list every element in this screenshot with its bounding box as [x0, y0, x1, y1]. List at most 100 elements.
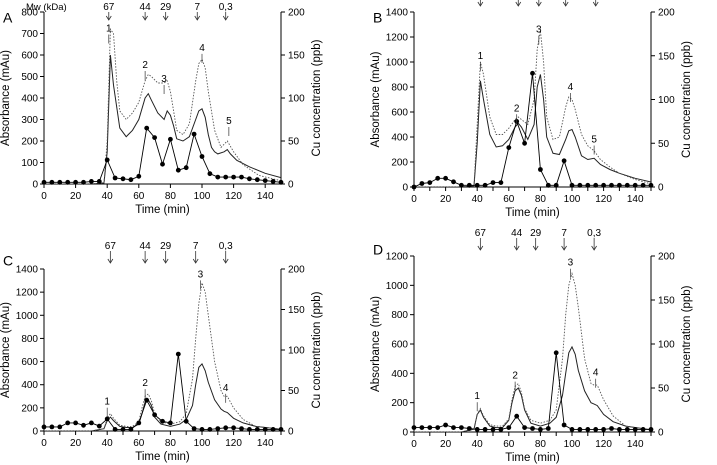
cu-data-point [239, 426, 244, 431]
y-right-axis-label: Cu concentration (ppb) [681, 285, 693, 402]
y-right-axis-label: Cu concentration (ppb) [311, 39, 323, 156]
x-tick-label: 40 [472, 194, 484, 205]
cu-data-point [506, 425, 512, 430]
cu-data-point [585, 427, 591, 432]
y-right-tick-label: 0 [288, 180, 294, 191]
cu-data-point [207, 171, 213, 177]
mw-marker-label: 67 [105, 241, 117, 252]
peak-label: 1 [106, 24, 112, 35]
series-absorbance-solid [44, 363, 281, 431]
y-left-tick-label: 400 [391, 133, 408, 144]
cu-data-point [239, 174, 244, 180]
panel-letter: A [3, 9, 13, 25]
x-tick-label: 0 [41, 191, 47, 202]
y-left-tick-label: 1200 [386, 33, 409, 44]
cu-data-point [522, 425, 527, 430]
cu-data-point [435, 425, 441, 430]
mw-marker-arrowhead [535, 1, 542, 7]
x-tick-label: 140 [257, 191, 274, 202]
y-left-tick-label: 1000 [386, 281, 409, 292]
mw-marker-arrowhead [477, 1, 484, 7]
cu-data-point [231, 174, 237, 180]
peak-label: 3 [161, 74, 167, 85]
cu-data-point [569, 427, 575, 432]
mw-marker-arrowhead [192, 258, 199, 264]
cu-data-point [191, 131, 197, 137]
cu-data-point [270, 179, 276, 184]
mw-marker-arrowhead [592, 1, 599, 7]
y-left-tick-label: 600 [21, 51, 38, 62]
mw-marker-arrowhead [591, 245, 597, 251]
cu-data-point [443, 175, 448, 181]
panel-A: A0 20 40 60 80 100 120 140010020030040050060070… [0, 2, 323, 216]
series-absorbance-dotted [414, 271, 651, 432]
y-right-tick-label: 50 [288, 137, 300, 148]
cu-data-point [498, 180, 504, 186]
cu-data-point [73, 420, 78, 426]
x-tick-label: 60 [133, 438, 145, 449]
cu-data-point [183, 418, 189, 424]
y-left-tick-label: 0 [32, 427, 38, 438]
cu-data-point [144, 397, 150, 403]
cu-data-point [136, 420, 142, 426]
x-tick-label: 20 [440, 439, 452, 450]
series-absorbance-solid [414, 345, 651, 432]
y-left-tick-label: 1400 [386, 8, 409, 19]
series-absorbance-dotted [44, 282, 281, 431]
x-tick-label: 60 [133, 191, 145, 202]
y-left-tick-label: 600 [391, 340, 408, 351]
cu-data-point [262, 178, 268, 184]
cu-data-point [223, 174, 229, 180]
y-left-tick-label: 800 [391, 310, 408, 321]
y-right-tick-label: 100 [658, 340, 675, 351]
cu-data-point [474, 182, 480, 188]
mw-marker-arrowhead [194, 15, 201, 21]
x-tick-label: 60 [503, 439, 515, 450]
x-tick-label: 120 [595, 194, 612, 205]
cu-data-point [120, 176, 126, 182]
cu-data-point [160, 161, 165, 167]
mw-marker-arrowhead [513, 245, 520, 251]
cu-data-point [96, 423, 102, 429]
y-right-axis-label: Cu concentration (ppb) [681, 41, 693, 158]
x-tick-label: 80 [535, 439, 547, 450]
panel-D: D0 20 40 60 80 100 120 140020040060080010001200… [370, 228, 693, 464]
cu-data-point [49, 179, 55, 185]
cu-data-point [175, 351, 181, 357]
y-left-tick-label: 400 [21, 380, 38, 391]
cu-data-point [514, 413, 520, 419]
panel-letter: B [373, 9, 382, 25]
x-tick-label: 100 [194, 191, 211, 202]
x-tick-label: 120 [225, 438, 242, 449]
cu-data-point [128, 427, 134, 432]
y-left-tick-label: 1400 [16, 265, 39, 276]
x-tick-label: 40 [102, 191, 114, 202]
mw-marker-arrowhead [105, 15, 112, 21]
cu-data-point [112, 427, 118, 432]
y-left-tick-label: 800 [21, 8, 38, 19]
cu-data-point [168, 136, 173, 142]
cu-data-point [183, 165, 189, 171]
cu-data-point [104, 157, 110, 163]
y-left-tick-label: 1200 [386, 252, 409, 263]
y-left-tick-label: 400 [391, 369, 408, 380]
panel-B: B0 20 40 60 80 100 120 140020040060080010001200… [370, 0, 693, 219]
cu-data-point [617, 182, 622, 188]
mw-marker-label: 7 [561, 228, 567, 239]
cu-data-point [152, 135, 158, 141]
cu-data-point [427, 425, 433, 430]
cu-data-point [632, 427, 638, 432]
mw-marker-label: 0,3 [587, 228, 601, 239]
peak-label: 3 [568, 258, 574, 269]
cu-data-point [466, 426, 472, 431]
mw-label: Mw (kDa) [26, 2, 67, 13]
cu-data-point [451, 179, 456, 185]
series-absorbance-dotted [414, 30, 651, 187]
y-right-tick-label: 200 [658, 252, 675, 263]
peak-label: 4 [223, 383, 229, 394]
mw-marker-arrowhead [561, 245, 567, 251]
mw-marker-arrowhead [222, 15, 229, 21]
cu-data-point [545, 426, 551, 431]
peak-label: 2 [514, 103, 520, 114]
cu-data-point [632, 182, 638, 188]
